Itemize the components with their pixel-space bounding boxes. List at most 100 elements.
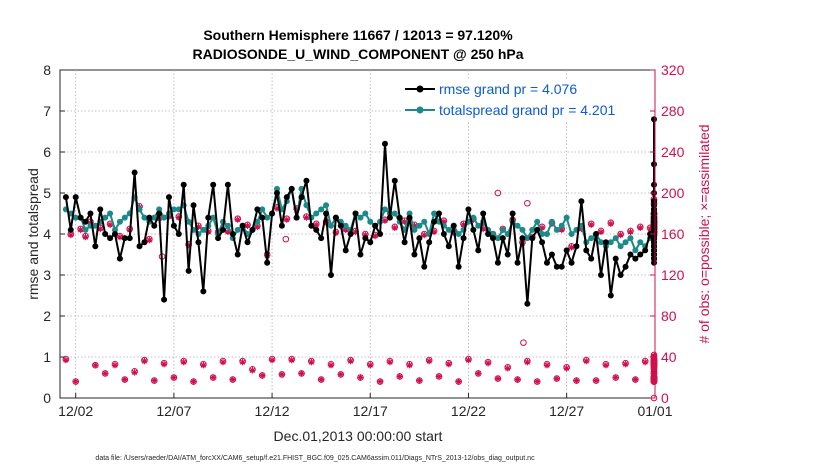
obs-assimilated-point: [313, 221, 320, 228]
obs-assimilated-point: [337, 371, 345, 378]
right-tick-label: 40: [661, 349, 677, 365]
rmse-point: [77, 214, 84, 221]
obs-assimilated-point: [367, 362, 374, 369]
totalspread-point: [514, 222, 521, 229]
totalspread-point: [597, 239, 604, 246]
x-tick-label: 01/01: [637, 403, 672, 419]
rmse-point: [475, 247, 482, 254]
x-tick-label: 12/07: [156, 403, 191, 419]
totalspread-point: [342, 222, 349, 229]
obs-assimilated-point: [234, 216, 241, 223]
x-tick-label: 12/02: [58, 403, 93, 419]
obs-assimilated-point: [617, 231, 624, 239]
totalspread-point: [568, 231, 575, 237]
x-tick-label: 12/22: [451, 403, 486, 419]
obs-assimilated-point: [77, 226, 84, 234]
rmse-point: [470, 226, 477, 233]
right-tick-label: 80: [661, 308, 677, 324]
y-tick-label: 6: [43, 144, 51, 160]
y-tick-label: 0: [43, 390, 51, 406]
rmse-point: [588, 255, 595, 262]
rmse-point: [259, 214, 266, 221]
rmse-point: [141, 239, 148, 246]
rmse-point: [421, 263, 428, 270]
rmse-point: [391, 177, 398, 184]
obs-assimilated-point: [239, 358, 246, 366]
totalspread-point: [82, 226, 89, 233]
rmse-point: [87, 210, 94, 217]
totalspread-point: [357, 214, 364, 221]
rmse-point: [165, 194, 172, 201]
rmse-point: [494, 259, 501, 266]
obs-assimilated-point: [259, 372, 266, 379]
rmse-point: [499, 235, 506, 242]
obs-assimilated-point: [116, 233, 124, 241]
right-tick-label: 120: [661, 267, 685, 283]
rmse-point: [151, 222, 158, 229]
obs-assimilated-point: [92, 362, 99, 369]
obs-assimilated-point: [371, 232, 379, 240]
rmse-point: [229, 231, 236, 237]
totalspread-point: [323, 202, 330, 209]
chart-title: Southern Hemisphere 11667 / 12013 = 97.1…: [203, 27, 513, 43]
rmse-point: [146, 214, 153, 221]
rmse-point: [249, 226, 256, 233]
totalspread-point: [156, 206, 163, 213]
obs-assimilated-point: [538, 224, 546, 232]
obs-assimilated-point: [362, 231, 369, 239]
rmse-point: [651, 181, 657, 188]
footnote: data file: /Users/raeder/DAI/ATM_forcXX/…: [95, 455, 535, 462]
rmse-point: [651, 222, 657, 229]
totalspread-point: [327, 222, 334, 229]
obs-assimilated-point: [650, 352, 658, 360]
obs-assimilated-point: [298, 370, 305, 377]
obs-assimilated-point: [87, 219, 94, 226]
obs-possible-point: [520, 339, 527, 346]
obs-assimilated-point: [185, 242, 192, 249]
obs-assimilated-point: [190, 378, 197, 385]
obs-assimilated-point: [465, 356, 472, 364]
rmse-point: [116, 255, 123, 262]
obs-assimilated-point: [342, 226, 349, 234]
totalspread-point: [489, 231, 496, 237]
rmse-point: [200, 288, 207, 295]
rmse-point: [642, 247, 649, 254]
rmse-point: [602, 239, 609, 246]
rmse-point: [597, 272, 604, 278]
obs-assimilated-point: [646, 225, 654, 233]
totalspread-point: [622, 239, 629, 246]
rmse-point: [651, 239, 657, 246]
obs-assimilated-point: [641, 358, 649, 366]
rmse-point: [67, 226, 74, 233]
obs-assimilated-point: [72, 378, 79, 385]
rmse-point: [244, 239, 251, 246]
rmse-point: [465, 206, 472, 213]
obs-assimilated-point: [622, 360, 629, 368]
legend-spread-label: totalspread grand pr = 4.201: [439, 102, 616, 118]
rmse-point: [386, 214, 393, 221]
obs-assimilated-point: [101, 370, 109, 377]
rmse-point: [195, 239, 202, 246]
y-tick-label: 1: [43, 349, 51, 365]
obs-assimilated-point: [583, 357, 590, 365]
totalspread-point: [519, 226, 526, 233]
obs-assimilated-point: [106, 221, 114, 228]
rmse-point: [445, 243, 452, 250]
obs-assimilated-point: [224, 228, 232, 236]
rmse-point: [372, 222, 379, 229]
rmse-point: [426, 239, 433, 246]
rmse-point: [504, 251, 511, 258]
obs-assimilated-point: [558, 226, 565, 234]
obs-assimilated-point: [200, 362, 207, 369]
totalspread-point: [313, 210, 320, 217]
rmse-point: [401, 239, 408, 246]
obs-assimilated-point: [650, 373, 658, 380]
obs-assimilated-point: [195, 223, 202, 231]
rmse-point: [323, 210, 330, 217]
rmse-point: [651, 247, 657, 254]
x-tick-label: 12/12: [255, 403, 290, 419]
totalspread-point: [111, 226, 118, 233]
obs-assimilated-point: [440, 218, 448, 225]
rmse-point: [651, 202, 657, 209]
